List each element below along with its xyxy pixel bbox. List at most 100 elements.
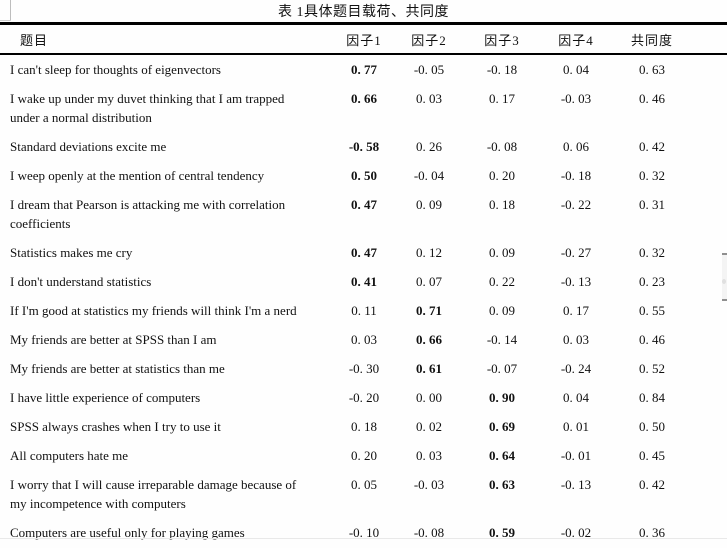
row-spacer [691, 470, 727, 518]
loading-value: -0. 18 [486, 62, 518, 77]
loading-value: -0. 27 [560, 245, 592, 260]
loading-value: 0. 06 [563, 139, 589, 154]
loading-value: 0. 17 [563, 303, 589, 318]
loading-value: 0. 05 [351, 477, 377, 492]
loading-value: -0. 03 [560, 91, 592, 106]
column-header-factor2: 因子2 [411, 33, 447, 48]
loading-value-primary: 0. 50 [351, 168, 377, 183]
row-spacer [691, 161, 727, 190]
item-text: My friends are better at SPSS than I am [10, 332, 217, 347]
loading-value: 0. 18 [351, 419, 377, 434]
loading-value: 0. 84 [639, 390, 665, 405]
item-text: I dream that Pearson is attacking me wit… [10, 197, 286, 231]
header-row: 题目 因子1 因子2 因子3 因子4 共同度 [0, 24, 727, 54]
loading-value: 0. 23 [639, 274, 665, 289]
loading-value: 0. 42 [639, 139, 665, 154]
loading-value-primary: 0. 69 [489, 419, 515, 434]
loading-value: 0. 52 [639, 361, 665, 376]
loading-value-primary: 0. 59 [489, 525, 515, 540]
column-header-item: 题目 [20, 33, 49, 48]
item-text: Statistics makes me cry [10, 245, 133, 260]
table-row: My friends are better at SPSS than I am 0… [0, 325, 727, 354]
loading-value: 0. 03 [416, 448, 442, 463]
column-header-factor3: 因子3 [484, 33, 520, 48]
loading-value: 0. 09 [416, 197, 442, 212]
loading-value: 0. 02 [416, 419, 442, 434]
loading-value: -0. 04 [413, 168, 445, 183]
loading-value: 0. 07 [416, 274, 442, 289]
factor-loadings-table: 题目 因子1 因子2 因子3 因子4 共同度 I can't sleep for… [0, 22, 727, 547]
item-text: My friends are better at statistics than… [10, 361, 225, 376]
table-row: I worry that I will cause irreparable da… [0, 470, 727, 518]
row-spacer [691, 132, 727, 161]
loading-value: 0. 42 [639, 477, 665, 492]
loading-value: 0. 03 [351, 332, 377, 347]
table-body: I can't sleep for thoughts of eigenvecto… [0, 54, 727, 547]
loading-value-primary: 0. 66 [416, 332, 442, 347]
loading-value: -0. 08 [486, 139, 518, 154]
table-row: I don't understand statistics 0. 41 0. 07 0… [0, 267, 727, 296]
loading-value: -0. 01 [560, 448, 592, 463]
loading-value-primary: 0. 63 [489, 477, 515, 492]
loading-value: 0. 32 [639, 245, 665, 260]
loading-value: -0. 02 [560, 525, 592, 540]
loading-value: 0. 01 [563, 419, 589, 434]
loading-value: 0. 03 [416, 91, 442, 106]
table-row: My friends are better at statistics than… [0, 354, 727, 383]
loading-value: 0. 04 [563, 62, 589, 77]
loading-value: 0. 46 [639, 91, 665, 106]
item-text: I don't understand statistics [10, 274, 152, 289]
item-text: I can't sleep for thoughts of eigenvecto… [10, 62, 221, 77]
loading-value: 0. 45 [639, 448, 665, 463]
loading-value: -0. 08 [413, 525, 445, 540]
loading-value: 0. 22 [489, 274, 515, 289]
table-row: I wake up under my duvet thinking that I… [0, 84, 727, 132]
row-spacer [691, 325, 727, 354]
row-spacer [691, 383, 727, 412]
loading-value: 0. 50 [639, 419, 665, 434]
loading-value: 0. 03 [563, 332, 589, 347]
row-spacer [691, 54, 727, 84]
loading-value-primary: -0. 58 [348, 139, 380, 154]
cropped-scrollbar-thumb[interactable] [722, 253, 727, 301]
item-text: I worry that I will cause irreparable da… [10, 477, 297, 511]
loading-value: -0. 07 [486, 361, 518, 376]
loading-value: 0. 20 [489, 168, 515, 183]
loading-value: -0. 30 [348, 361, 380, 376]
loading-value: 0. 36 [639, 525, 665, 540]
column-header-communality: 共同度 [630, 33, 673, 48]
loading-value-primary: 0. 77 [351, 62, 377, 77]
loading-value: 0. 46 [639, 332, 665, 347]
table-title: 表 1具体题目载荷、共同度 [278, 5, 449, 20]
loading-value: -0. 13 [560, 274, 592, 289]
loading-value: -0. 24 [560, 361, 592, 376]
table-row: SPSS always crashes when I try to use it… [0, 412, 727, 441]
table-row: Standard deviations excite me -0. 58 0. 26… [0, 132, 727, 161]
table-row: I can't sleep for thoughts of eigenvecto… [0, 54, 727, 84]
table-row: I dream that Pearson is attacking me wit… [0, 190, 727, 238]
loading-value-primary: 0. 64 [489, 448, 515, 463]
loading-value: 0. 04 [563, 390, 589, 405]
loading-value: 0. 32 [639, 168, 665, 183]
table-row: I have little experience of computers -0.… [0, 383, 727, 412]
loading-value: -0. 18 [560, 168, 592, 183]
loading-value-primary: 0. 61 [416, 361, 442, 376]
loading-value: 0. 63 [639, 62, 665, 77]
loading-value-primary: 0. 47 [351, 197, 377, 212]
loading-value: -0. 20 [348, 390, 380, 405]
table-row: All computers hate me 0. 20 0. 03 0. 64 -0. … [0, 441, 727, 470]
item-text: If I'm good at statistics my friends wil… [10, 303, 297, 318]
item-text: SPSS always crashes when I try to use it [10, 419, 221, 434]
row-spacer [691, 518, 727, 547]
loading-value: 0. 11 [351, 303, 377, 318]
item-text: Computers are useful only for playing ga… [10, 525, 245, 540]
table-bottom-rule [0, 538, 727, 539]
item-text: All computers hate me [10, 448, 129, 463]
row-spacer [691, 84, 727, 132]
loading-value: -0. 05 [413, 62, 445, 77]
loading-value: -0. 13 [560, 477, 592, 492]
loading-value: 0. 12 [416, 245, 442, 260]
loading-value: -0. 10 [348, 525, 380, 540]
loading-value: -0. 14 [486, 332, 518, 347]
loading-value: 0. 17 [489, 91, 515, 106]
